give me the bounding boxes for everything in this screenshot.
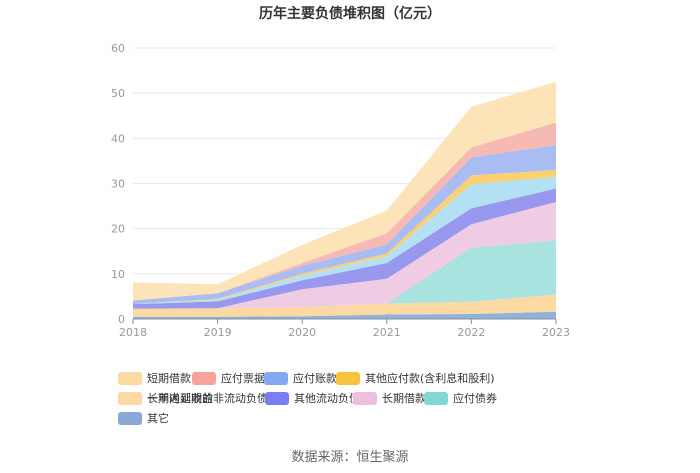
legend-item[interactable]: 其他流动负债 (265, 390, 360, 406)
y-tick-label: 30 (111, 178, 125, 191)
legend-swatch (353, 391, 377, 405)
legend-swatch (118, 371, 142, 385)
y-tick-label: 40 (111, 132, 125, 145)
area-chart: 历年主要负债堆积图（亿元） 0 10 20 30 40 50 60 2018 2019 2020 2… (111, 5, 570, 339)
area-应付票据 (133, 122, 556, 301)
legend-item[interactable]: 应付账款 (264, 370, 337, 386)
area-应付账款 (133, 145, 556, 305)
y-tick-label: 20 (111, 223, 125, 236)
x-tick-label: 2022 (457, 326, 485, 339)
x-tick-label: 2023 (542, 326, 570, 339)
legend-swatch (265, 391, 289, 405)
area-长期递延收益 (133, 294, 556, 317)
legend-item[interactable]: 应付债券 (424, 390, 497, 406)
y-tick-label: 50 (111, 87, 125, 100)
legend-label: 应付票据 (221, 372, 265, 385)
x-tick-label: 2021 (373, 326, 401, 339)
legend-item[interactable]: 短期借款 (118, 370, 191, 386)
y-tick-label: 60 (111, 42, 125, 55)
legend-swatch (264, 371, 288, 385)
legend-label: 其它 (147, 412, 169, 425)
area-一年内到期的非流动负债 (133, 176, 556, 305)
legend-item[interactable]: 其它 (118, 410, 169, 426)
data-source: 数据来源：恒生聚源 (291, 450, 409, 465)
area-series (133, 81, 556, 319)
legend-swatch (118, 391, 142, 405)
legend-item[interactable]: 其他应付款(含利息和股利) (336, 370, 495, 386)
area-应付债券 (133, 240, 556, 309)
legend-swatch (424, 391, 448, 405)
area-短期借款 (133, 81, 556, 301)
legend-item[interactable]: 长期借款 (353, 390, 426, 406)
legend-label: 长期递延收益 (147, 392, 213, 405)
area-其他流动负债 (133, 188, 556, 309)
legend-label: 一年内到期的非流动负债 (147, 392, 268, 405)
legend-label: 应付账款 (293, 372, 337, 385)
legend-label: 其他流动负债 (294, 392, 360, 405)
legend-label: 长期借款 (382, 392, 426, 405)
legend-label: 其他应付款(含利息和股利) (365, 372, 495, 385)
y-tick-label: 0 (118, 313, 125, 326)
y-tick-label: 10 (111, 268, 125, 281)
x-tick-label: 2020 (288, 326, 316, 339)
x-tick-label: 2018 (119, 326, 147, 339)
legend-swatch (192, 371, 216, 385)
legend-label: 应付债券 (453, 392, 497, 405)
legend-item[interactable]: 长期递延收益 (118, 390, 213, 406)
legend-label: 短期借款 (147, 372, 191, 385)
legend-swatch (118, 411, 142, 425)
legend-swatch (336, 371, 360, 385)
x-tick-label: 2019 (204, 326, 232, 339)
legend-item[interactable]: 应付票据 (192, 370, 265, 386)
area-长期借款 (133, 202, 556, 309)
chart-title: 历年主要负债堆积图（亿元） (259, 5, 441, 22)
axes: 0 10 20 30 40 50 60 2018 2019 2020 2021 2022 2023 (111, 42, 570, 339)
